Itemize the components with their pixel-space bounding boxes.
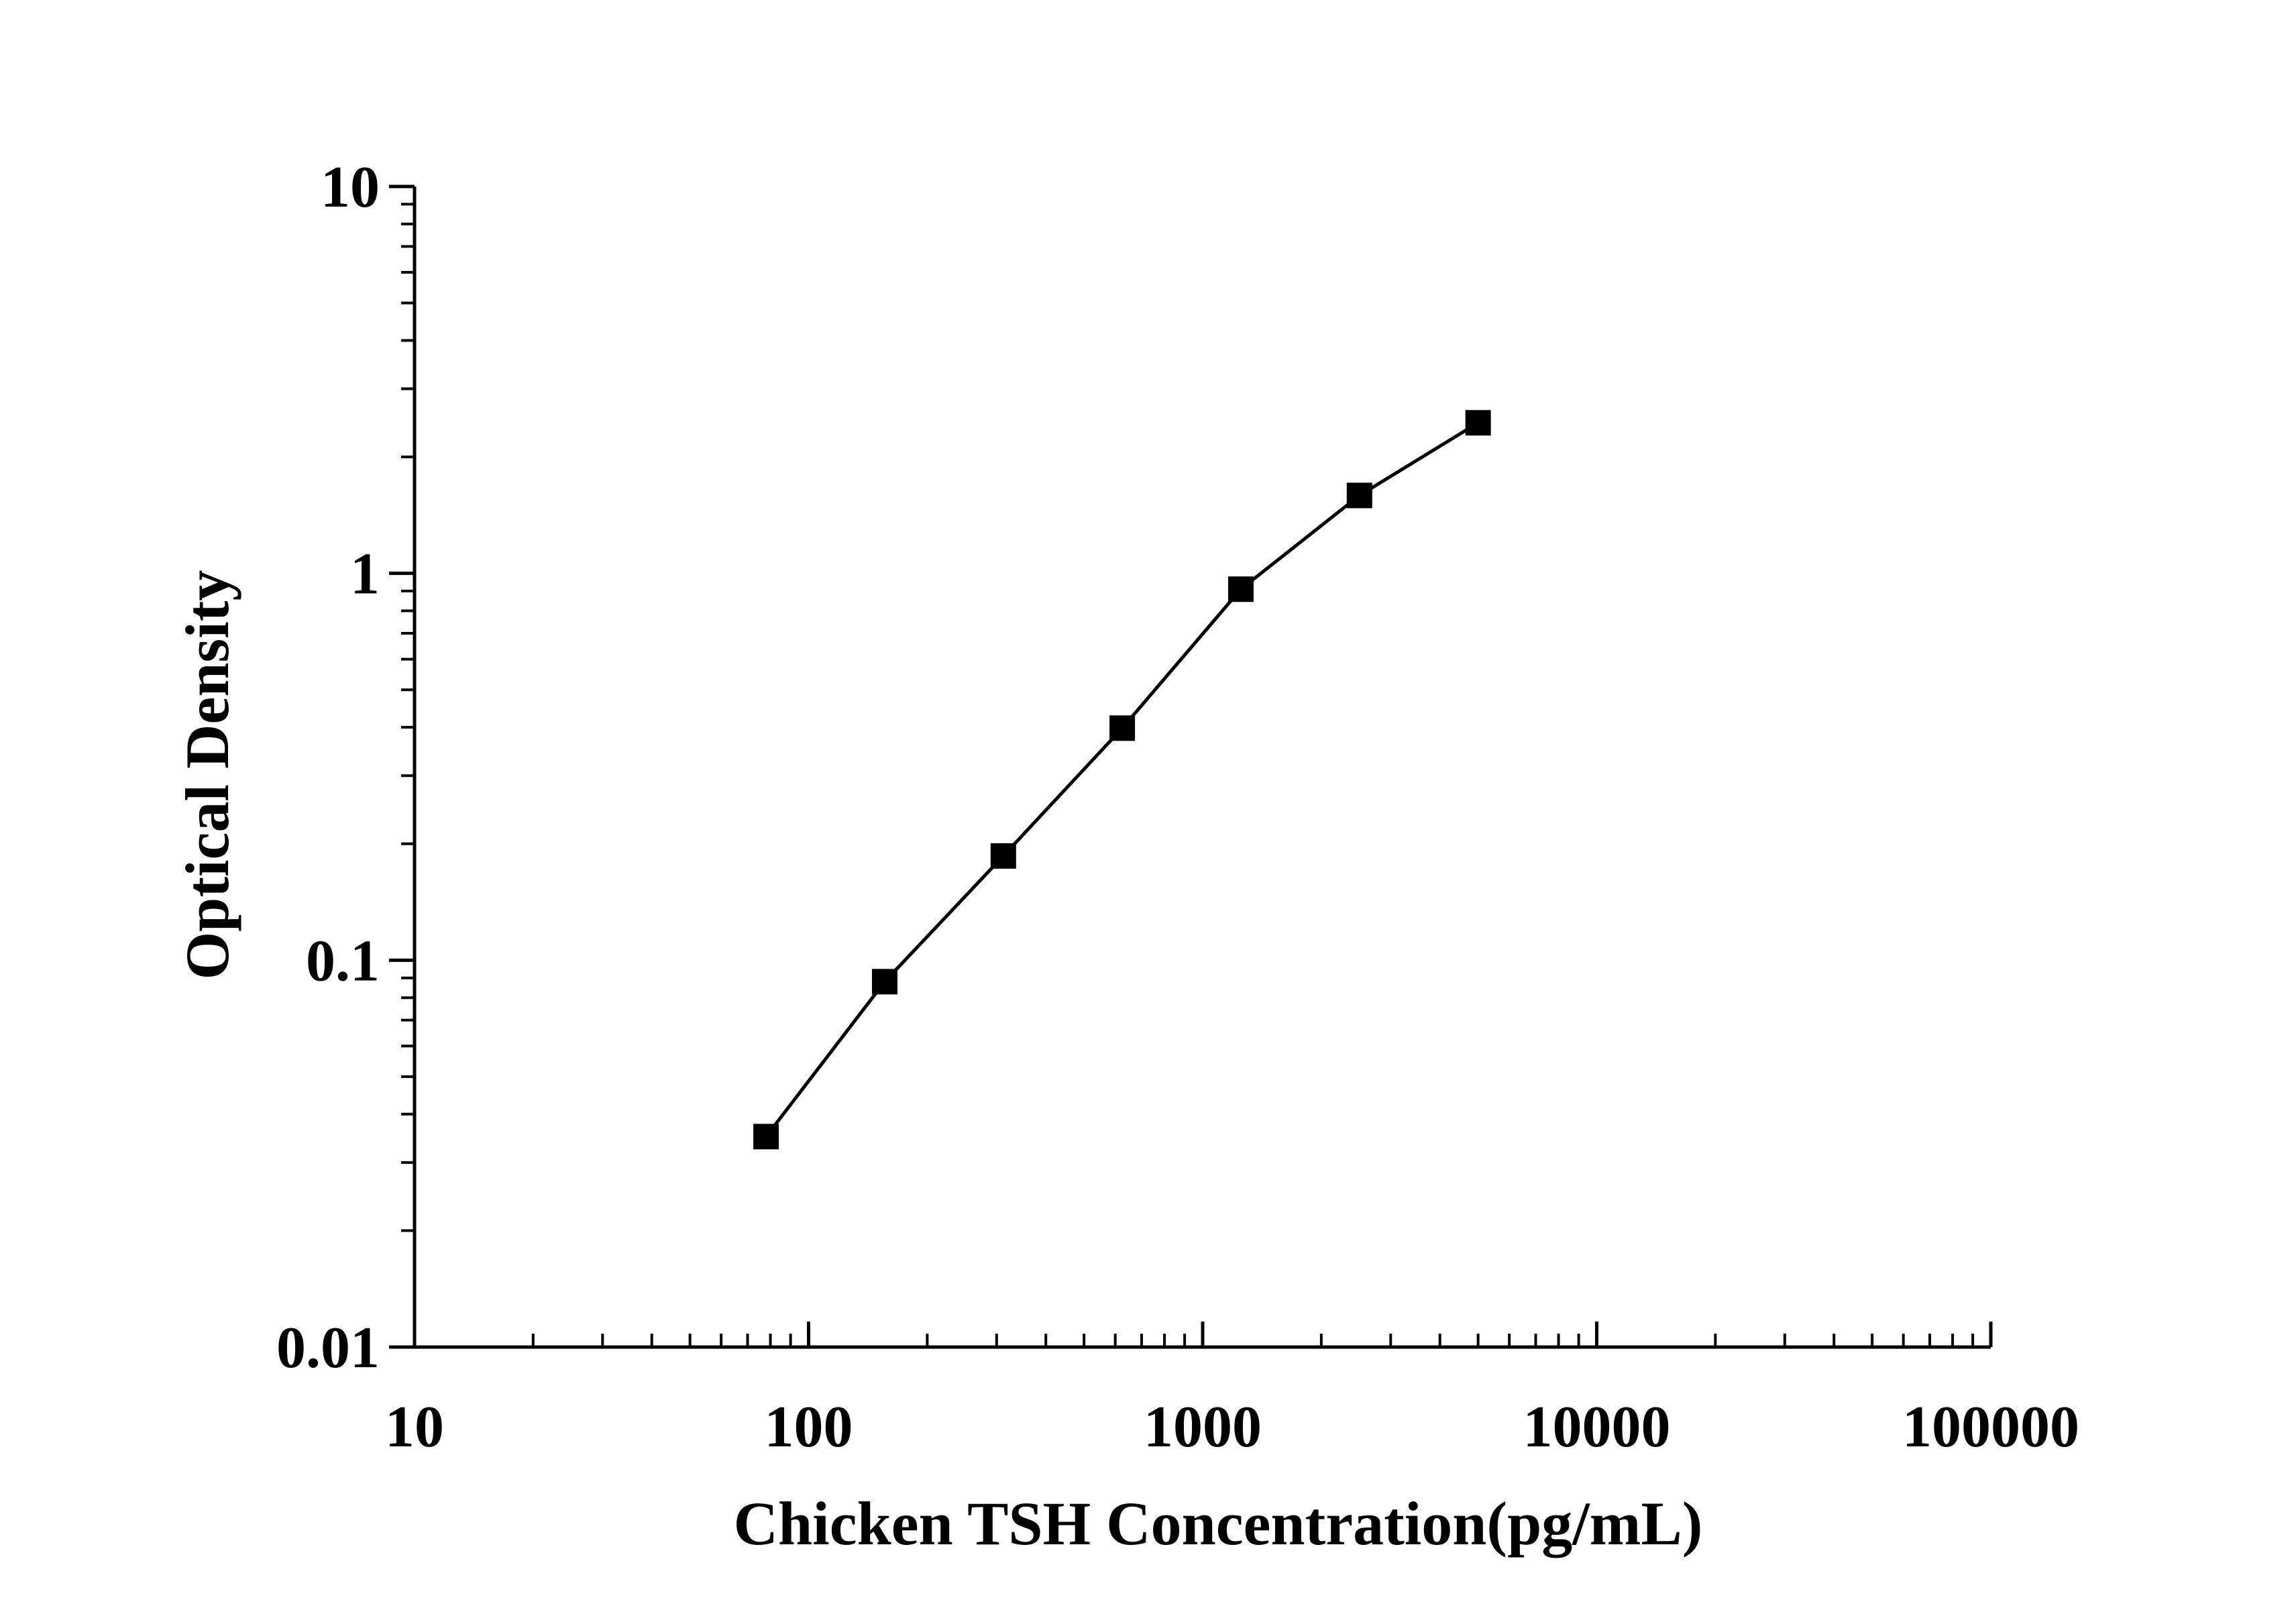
data-series (753, 410, 1491, 1150)
y-axis-ticks: 0.01 0.1 1 10 (276, 155, 415, 1381)
data-point-marker (1465, 410, 1491, 436)
y-tick-label: 1 (350, 542, 380, 607)
y-tick-label: 0.1 (306, 928, 380, 994)
series-line (765, 421, 1479, 1138)
y-tick-label: 0.01 (276, 1316, 380, 1381)
x-axis-title: Chicken TSH Concentration(pg/mL) (734, 1489, 1703, 1558)
x-axis-ticks: 10 100 1000 10000 100000 (385, 1322, 2079, 1460)
x-tick-label: 100000 (1902, 1395, 2079, 1460)
axes (413, 186, 1991, 1349)
data-point-marker (1109, 715, 1136, 741)
data-point-marker (1346, 482, 1372, 509)
y-tick-label: 10 (321, 155, 380, 220)
x-tick-label: 1000 (1144, 1395, 1262, 1460)
data-point-marker (990, 843, 1016, 869)
data-point-marker (871, 969, 897, 995)
y-axis-title: Optical Density (173, 570, 241, 980)
x-tick-label: 100 (765, 1395, 853, 1460)
x-tick-label: 10 (385, 1395, 444, 1460)
x-tick-label: 10000 (1523, 1395, 1671, 1460)
data-point-marker (753, 1124, 779, 1150)
data-point-marker (1227, 576, 1254, 602)
